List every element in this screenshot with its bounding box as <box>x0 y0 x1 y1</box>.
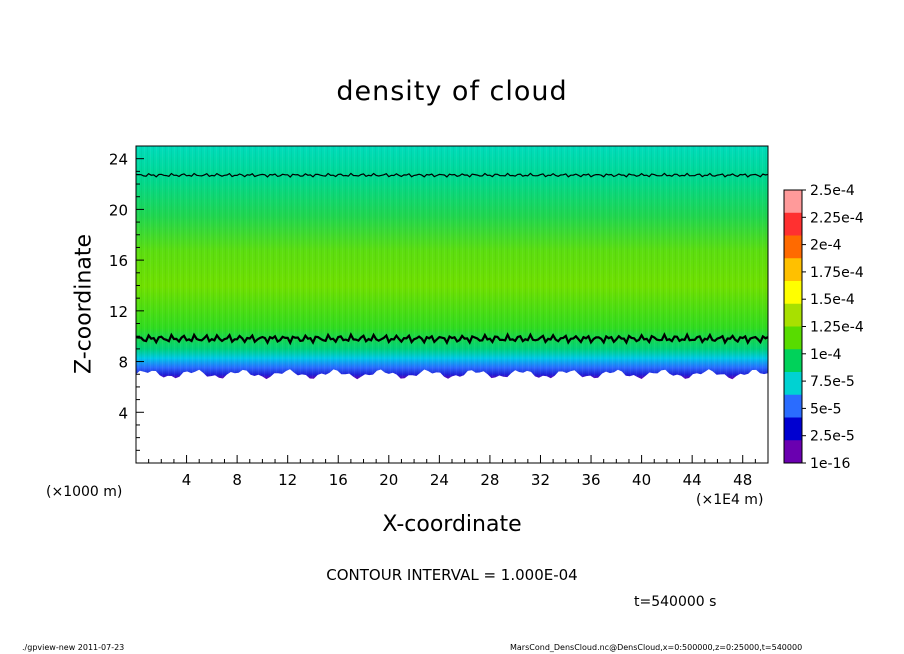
x-tick-label: 12 <box>278 471 297 489</box>
colorbar-swatch <box>784 394 802 418</box>
y-tick-label: 12 <box>109 303 128 321</box>
x-scale-note: (×1E4 m) <box>696 492 764 508</box>
colorbar-swatch <box>784 372 802 396</box>
footer-left: ./gpview-new 2011-07-23 <box>22 643 125 652</box>
footer-right: MarsCond_DensCloud.nc@DensCloud,x=0:5000… <box>510 643 803 652</box>
colorbar-swatch <box>784 258 802 282</box>
colorbar-swatch <box>784 212 802 236</box>
colorbar: 2.5e-4 2.25e-4 2e-4 1.75e-4 1.5e-4 1.25e-4 1e-… <box>783 183 864 472</box>
x-unit-note: (×1000 m) <box>46 484 123 500</box>
x-tick-label: 44 <box>683 471 702 489</box>
colorbar-label: 1e-4 <box>810 347 842 363</box>
contour-line-9.8 <box>135 332 769 346</box>
colorbar-label: 7.5e-5 <box>810 374 855 390</box>
colorbar-swatch <box>784 326 802 350</box>
y-tick-label: 24 <box>109 151 128 169</box>
colorbar-swatch <box>784 281 802 305</box>
x-tick-label: 48 <box>733 471 752 489</box>
colorbar-label: 1.75e-4 <box>810 265 864 281</box>
colorbar-swatch <box>784 235 802 259</box>
time-stamp: t=540000 s <box>634 594 717 610</box>
colorbar-label: 2.5e-4 <box>810 183 855 199</box>
colorbar-label: 1.25e-4 <box>810 320 864 336</box>
x-tick-label: 40 <box>632 471 651 489</box>
contour-interval-text: CONTOUR INTERVAL = 1.000E-04 <box>326 566 578 584</box>
contour-line-22.7 <box>135 172 769 178</box>
colorbar-label: 1e-16 <box>810 456 850 472</box>
y-axis-label: Z-coordinate <box>71 234 97 374</box>
x-tick-label: 24 <box>430 471 449 489</box>
x-tick-label: 28 <box>480 471 499 489</box>
x-tick-label: 32 <box>531 471 550 489</box>
x-tick-label: 36 <box>581 471 600 489</box>
x-tick-label: 16 <box>329 471 348 489</box>
colorbar-label: 2.25e-4 <box>810 210 864 226</box>
y-tick-label: 4 <box>118 404 128 422</box>
colorbar-swatch <box>784 417 802 441</box>
x-axis-label: X-coordinate <box>382 512 522 537</box>
colorbar-label: 5e-5 <box>810 401 841 417</box>
chart-title: density of cloud <box>336 76 568 107</box>
colorbar-label: 2.5e-5 <box>810 429 855 445</box>
y-tick-label: 8 <box>118 354 128 372</box>
x-tick-label: 20 <box>379 471 398 489</box>
colorbar-label: 1.5e-4 <box>810 292 855 308</box>
colorbar-swatch <box>784 303 802 327</box>
colorbar-label: 2e-4 <box>810 238 842 254</box>
field-texture <box>136 146 768 380</box>
colorbar-swatch <box>784 440 802 464</box>
colorbar-swatch <box>784 349 802 373</box>
colorbar-swatch <box>784 190 802 214</box>
x-tick-label: 4 <box>182 471 192 489</box>
y-tick-label: 20 <box>109 201 128 219</box>
x-tick-label: 8 <box>232 471 242 489</box>
y-tick-label: 16 <box>109 252 128 270</box>
plot-area <box>135 145 769 464</box>
